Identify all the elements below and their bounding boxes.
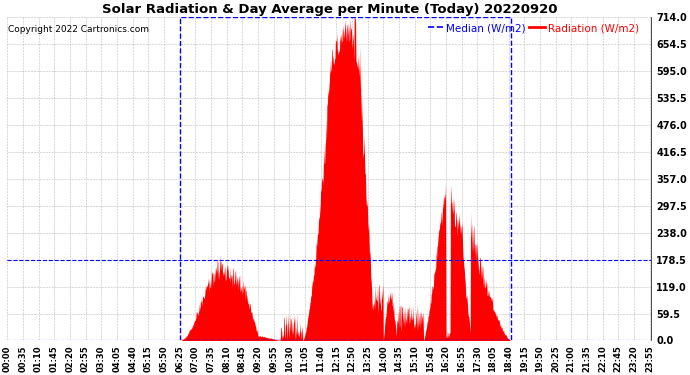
Text: Copyright 2022 Cartronics.com: Copyright 2022 Cartronics.com xyxy=(8,25,149,34)
Legend: Median (W/m2), Radiation (W/m2): Median (W/m2), Radiation (W/m2) xyxy=(424,19,643,37)
Title: Solar Radiation & Day Average per Minute (Today) 20220920: Solar Radiation & Day Average per Minute… xyxy=(101,3,557,16)
Bar xyxy=(179,17,511,340)
